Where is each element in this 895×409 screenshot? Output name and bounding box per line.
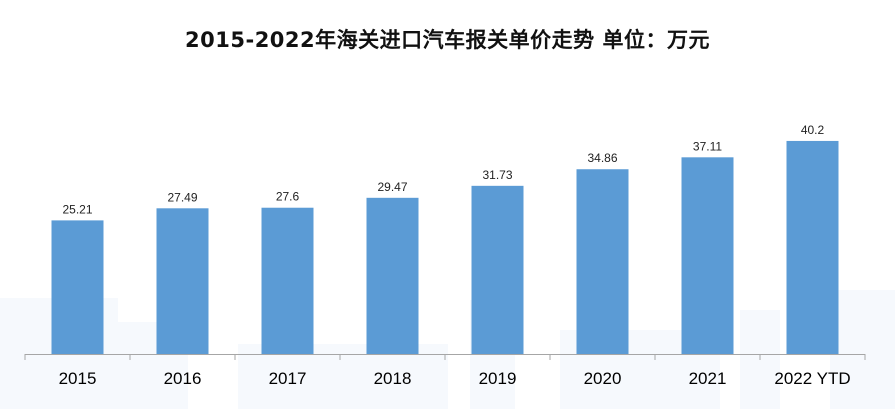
bar xyxy=(261,207,314,354)
x-tick-labels: 2015 2016 2017 2018 2019 2020 2021 2022 YTD xyxy=(59,369,851,388)
x-tick-label: 2022 YTD xyxy=(774,369,850,388)
x-tick-label: 2015 xyxy=(59,369,97,388)
data-label: 31.73 xyxy=(482,168,512,182)
background-decoration xyxy=(0,290,895,409)
x-tick-label: 2017 xyxy=(269,369,307,388)
x-tick-label: 2016 xyxy=(164,369,202,388)
bar xyxy=(786,140,839,354)
bar xyxy=(576,169,629,354)
data-label: 27.49 xyxy=(167,190,197,204)
chart-title: 2015-2022年海关进口汽车报关单价走势 单位：万元 xyxy=(185,28,710,52)
x-tick-label: 2019 xyxy=(479,369,517,388)
data-label: 29.47 xyxy=(377,180,407,194)
x-tick-label: 2020 xyxy=(584,369,622,388)
bar xyxy=(471,185,524,354)
data-label: 34.86 xyxy=(587,151,617,165)
bar xyxy=(156,208,209,354)
data-label: 25.21 xyxy=(62,202,92,216)
data-labels: 25.21 27.49 27.6 29.47 31.73 34.86 37.11 40.2 xyxy=(62,123,824,216)
bar xyxy=(51,220,104,354)
background-block xyxy=(830,290,895,409)
data-label: 37.11 xyxy=(693,139,722,153)
x-tick-label: 2021 xyxy=(689,369,727,388)
bar xyxy=(366,197,419,354)
bars xyxy=(51,140,839,354)
x-tick-label: 2018 xyxy=(374,369,412,388)
x-axis xyxy=(24,354,866,360)
data-label: 27.6 xyxy=(276,190,300,204)
data-label: 40.2 xyxy=(801,123,825,137)
bar xyxy=(681,157,734,354)
